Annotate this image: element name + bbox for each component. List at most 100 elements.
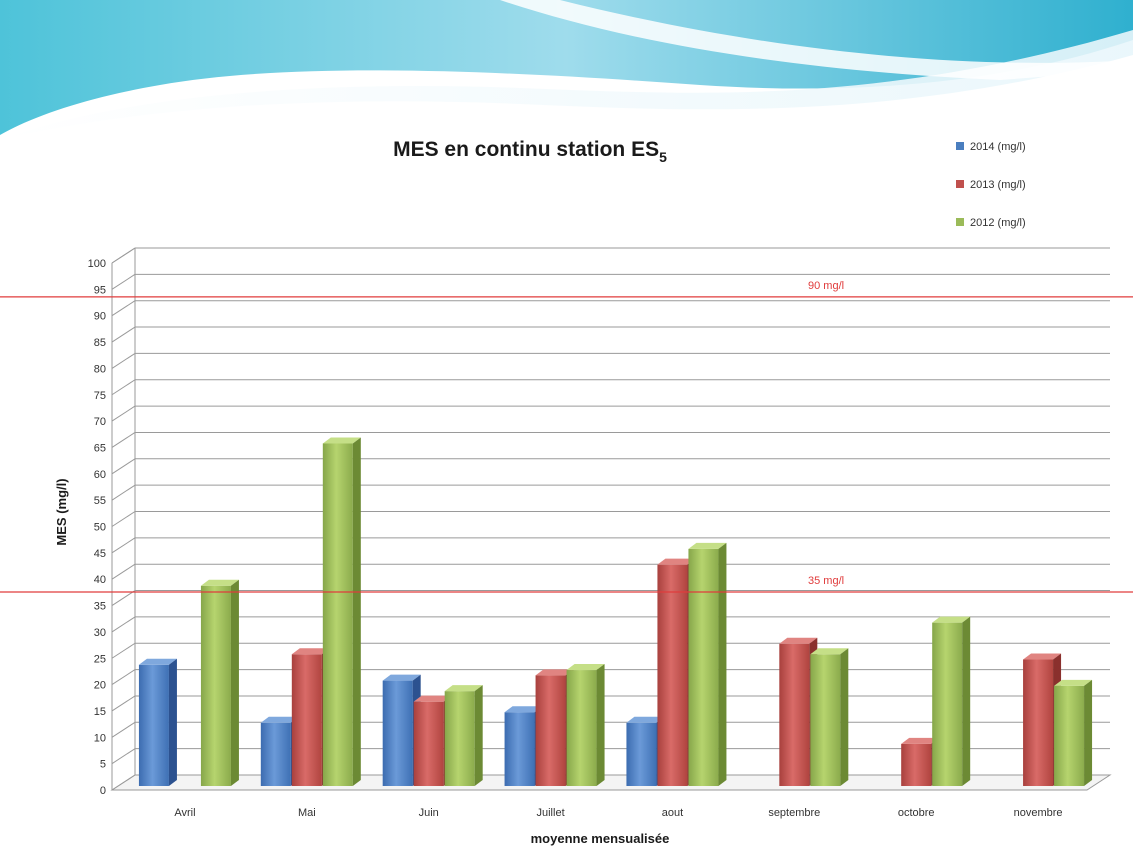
x-tick-label: Juillet: [537, 807, 565, 819]
gridline: [111, 590, 136, 606]
x-axis-title: moyenne mensualisée: [531, 831, 670, 846]
bar-2013-novembre: [1023, 659, 1054, 786]
bar-2013-novembre-top: [1023, 653, 1062, 660]
bar-2012-septembre-side: [840, 648, 849, 786]
x-tick-label: Juin: [419, 807, 439, 819]
y-tick-label: 50: [94, 522, 106, 534]
bar-2013-octobre-top: [901, 737, 940, 744]
bar-2012-Juin-side: [474, 685, 483, 786]
bar-2013-Mai-top: [291, 648, 330, 655]
bar-2014-Mai: [260, 722, 291, 786]
y-tick-label: 15: [94, 706, 106, 718]
legend-label-2013: 2013 (mg/l): [970, 179, 1026, 191]
x-tick-label: aout: [662, 807, 683, 819]
y-tick-label: 95: [94, 284, 106, 296]
bar-2013-Juin-top: [413, 695, 452, 702]
y-tick-label: 70: [94, 416, 106, 428]
chart-title: MES en continu station ES5: [393, 138, 667, 165]
bar-2013-aout-top: [657, 558, 696, 565]
bar-2014-Juillet: [504, 712, 535, 786]
legend-label-2014: 2014 (mg/l): [970, 141, 1026, 153]
gridline: [111, 326, 136, 343]
bar-2013-septembre: [779, 643, 810, 786]
gridline: [111, 695, 136, 712]
bar-2014-Juin-top: [382, 674, 421, 681]
bar-2012-Juin-top: [444, 685, 483, 692]
bar-2012-octobre-side: [962, 616, 971, 786]
bar-2012-Avril-top: [200, 579, 239, 586]
bar-2014-aout-top: [626, 716, 665, 723]
reference-line-label: 90 mg/l: [808, 280, 844, 292]
bar-2013-octobre: [901, 743, 932, 786]
bar-2012-Avril: [200, 585, 231, 786]
y-tick-labels: 0 5 10 15 20 25 30 35 40 45 50 55 60 65 70 75 80 85 90 95 10…: [88, 258, 106, 797]
bar-2013-septembre-top: [779, 637, 818, 644]
bar-2012-Juillet-top: [566, 664, 605, 671]
legend-swatch-2012: [956, 218, 964, 226]
bar-2012-Juin: [444, 691, 475, 786]
bar-2012-aout: [688, 548, 719, 786]
bar-2012-Mai: [322, 443, 353, 786]
bar-2013-Juin: [413, 701, 444, 786]
bar-2013-Juillet-top: [535, 669, 574, 676]
y-tick-label: 100: [88, 258, 106, 270]
x-tick-label: septembre: [768, 807, 820, 819]
bar-2012-octobre: [932, 622, 963, 786]
y-tick-label: 80: [94, 363, 106, 375]
bars: [138, 437, 1093, 786]
gridline: [111, 379, 136, 396]
bar-2013-Mai: [291, 654, 322, 786]
bar-2012-septembre-top: [810, 648, 849, 655]
y-tick-label: 25: [94, 653, 106, 665]
bar-2012-Juillet-side: [596, 664, 605, 786]
bar-2014-Avril: [138, 664, 169, 786]
y-tick-label: 10: [94, 732, 106, 744]
y-tick-label: 45: [94, 548, 106, 560]
gridline: [111, 642, 136, 659]
gridline: [111, 352, 136, 369]
gridline: [111, 273, 136, 290]
reference-line-label: 35 mg/l: [808, 575, 844, 587]
legend: 2014 (mg/l) 2013 (mg/l) 2012 (mg/l): [956, 141, 1026, 229]
bar-2014-Avril-side: [168, 658, 177, 786]
bar-2012-octobre-top: [932, 616, 971, 623]
y-tick-label: 35: [94, 601, 106, 613]
bar-2012-novembre-side: [1084, 679, 1093, 786]
legend-swatch-2013: [956, 180, 964, 188]
gridline: [111, 669, 136, 686]
bar-2012-novembre: [1054, 685, 1085, 786]
x-tick-label: Mai: [298, 807, 316, 819]
y-tick-label: 40: [94, 574, 106, 586]
y-tick-label: 90: [94, 311, 106, 323]
gridline: [111, 405, 136, 422]
chart-title-subscript: 5: [659, 149, 667, 165]
bar-2012-aout-top: [688, 542, 727, 549]
bar-2012-novembre-top: [1054, 679, 1093, 686]
y-tick-label: 60: [94, 469, 106, 481]
y-tick-label: 75: [94, 390, 106, 402]
bar-2012-Avril-side: [230, 579, 239, 786]
gridline: [111, 616, 136, 633]
bar-2014-Juillet-top: [504, 706, 543, 713]
y-tick-label: 30: [94, 627, 106, 639]
bar-2012-septembre: [810, 654, 841, 786]
bar-2014-Mai-top: [260, 716, 299, 723]
x-tick-label: novembre: [1014, 807, 1063, 819]
bar-2012-Mai-side: [352, 437, 361, 786]
bar-2012-aout-side: [718, 542, 727, 786]
gridline: [111, 563, 136, 580]
gridline: [111, 774, 136, 791]
bar-2012-Juillet: [566, 670, 597, 786]
gridline: [111, 511, 136, 527]
x-tick-labels: Avril Mai Juin Juillet aout septembre octobre n…: [174, 807, 1062, 819]
gridline: [111, 484, 136, 501]
x-tick-label: Avril: [174, 807, 195, 819]
reference-lines: 90 mg/l 35 mg/l: [0, 280, 1133, 593]
gridline: [111, 748, 136, 765]
y-tick-label: 55: [94, 495, 106, 507]
y-tick-label: 20: [94, 680, 106, 692]
y-tick-label: 5: [100, 759, 106, 771]
gridline: [111, 247, 136, 264]
gridline: [111, 432, 136, 448]
